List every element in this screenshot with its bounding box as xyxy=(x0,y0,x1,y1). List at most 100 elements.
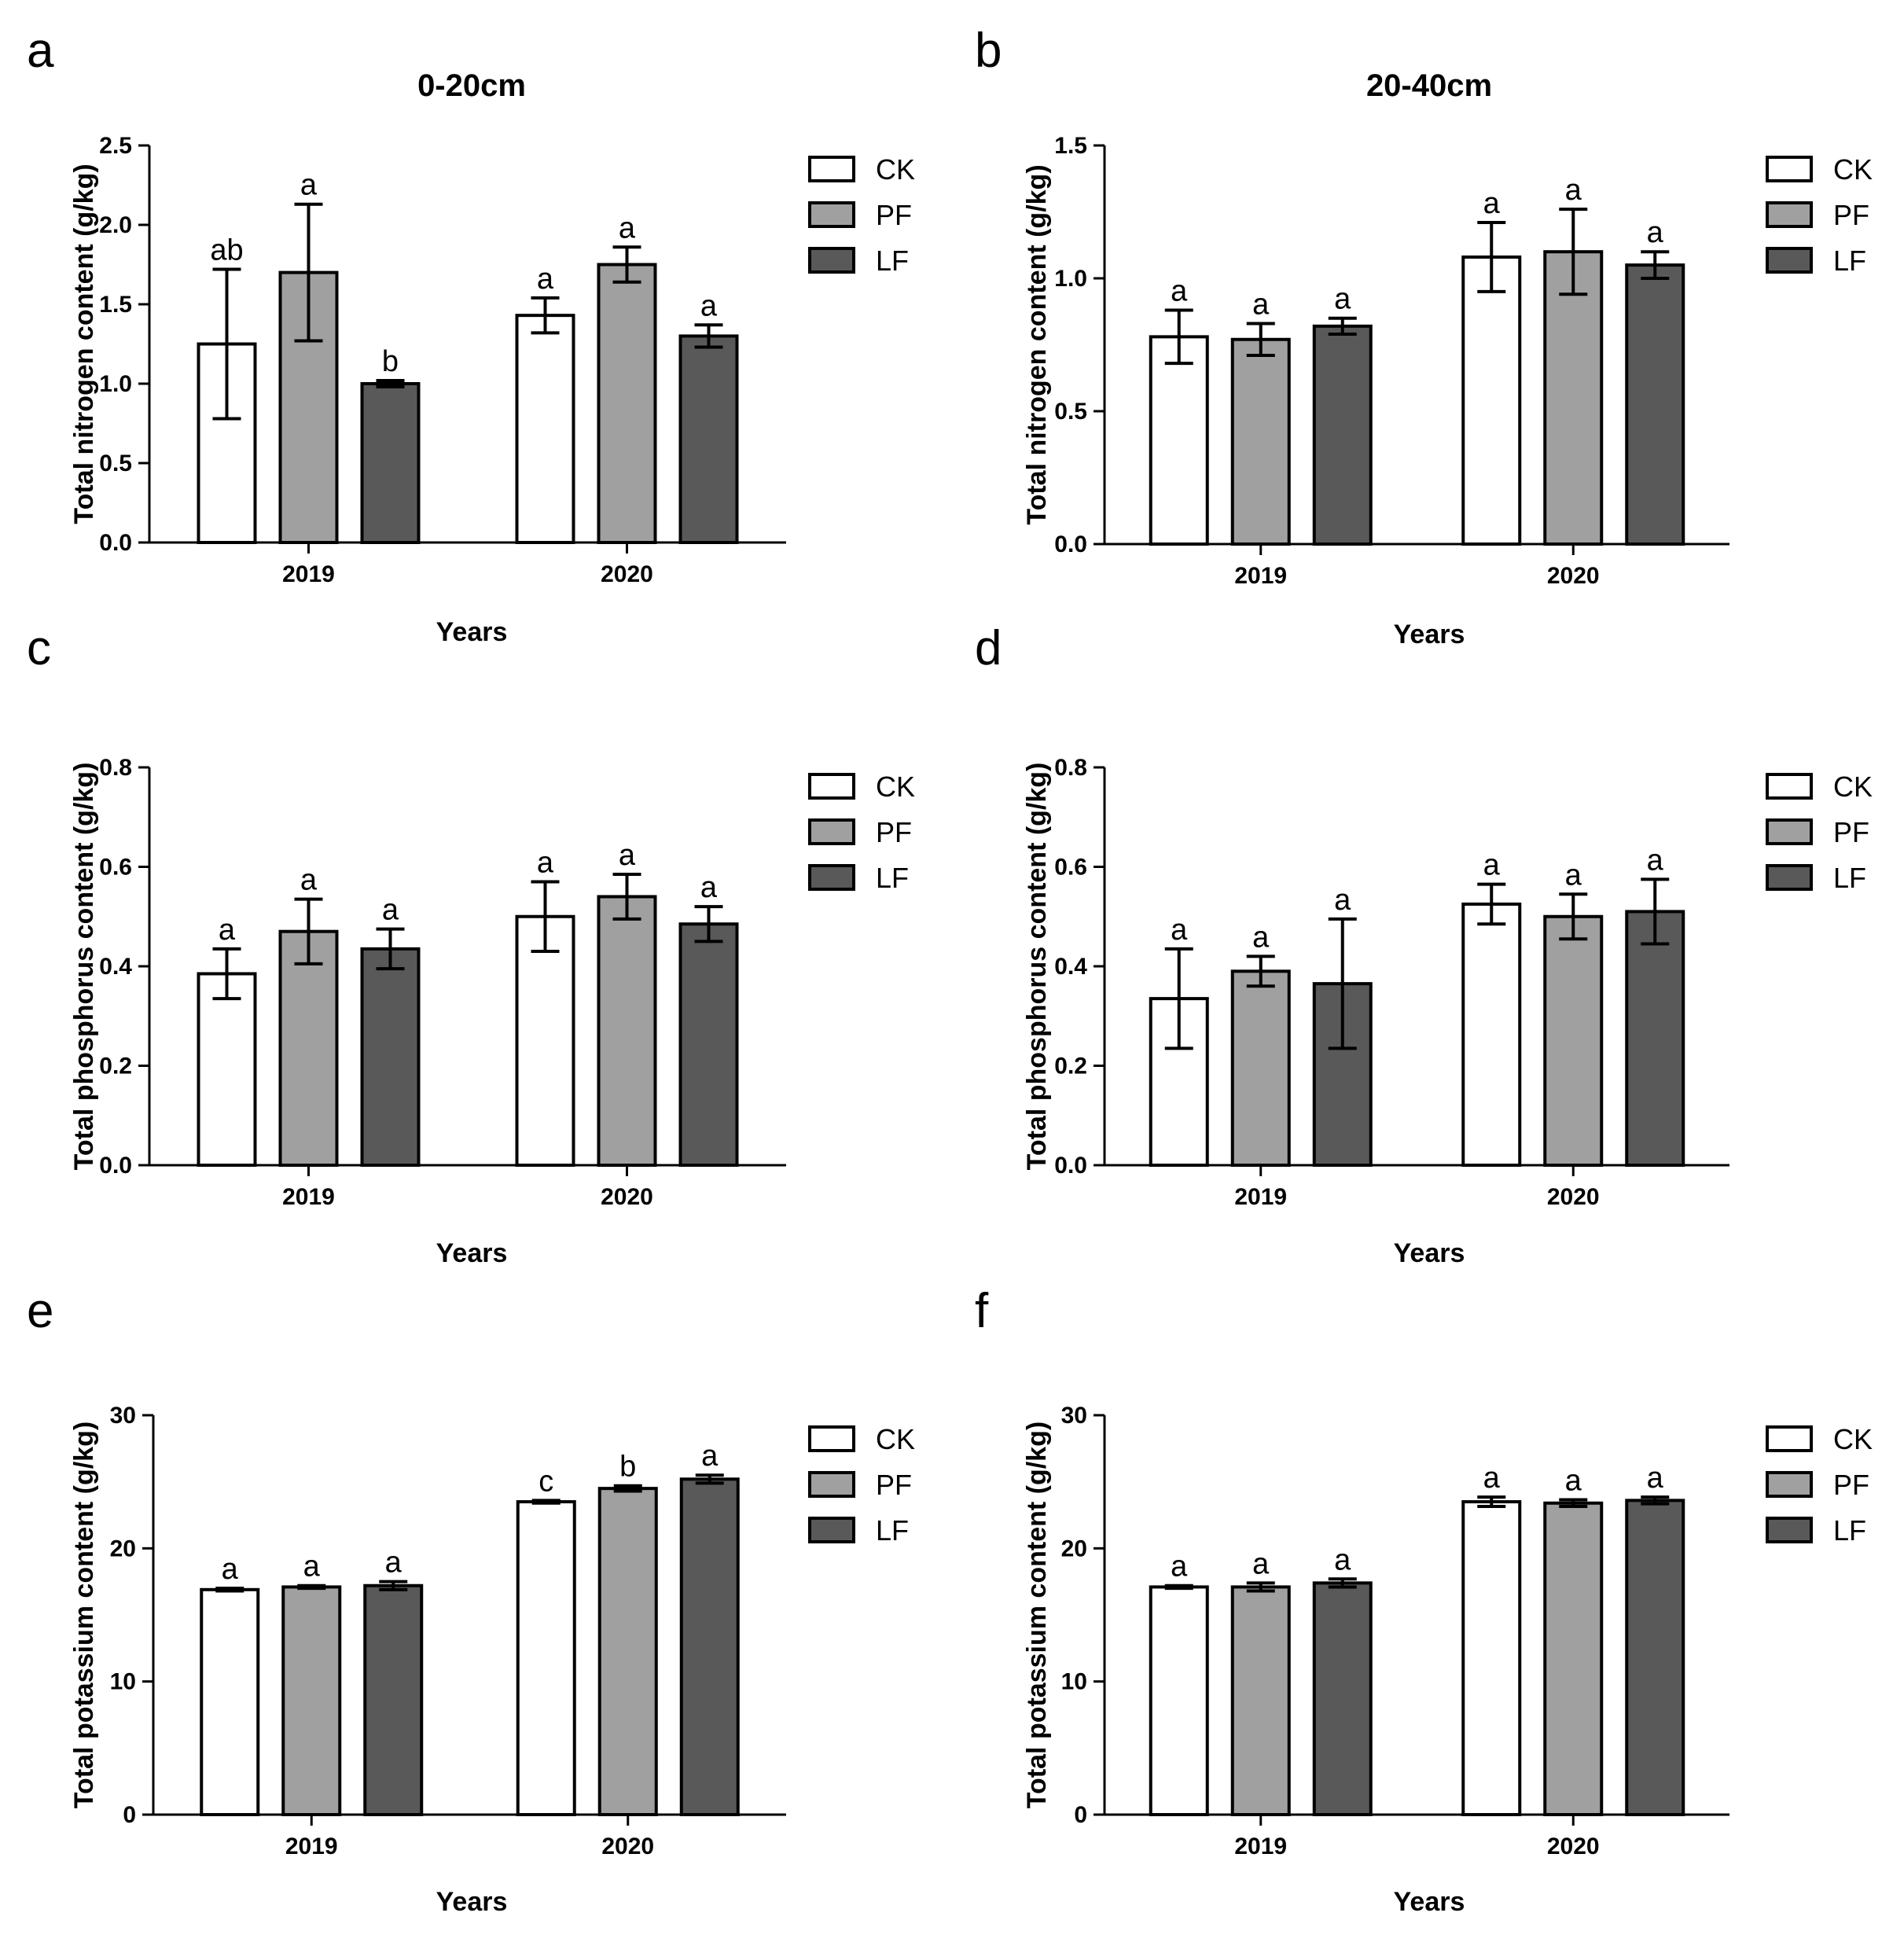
significance-letter: a xyxy=(1647,844,1664,877)
bar-pf-2019 xyxy=(1230,1585,1291,1816)
significance-letter: a xyxy=(619,211,636,245)
legend-swatch-ck xyxy=(808,1425,855,1452)
significance-letter: b xyxy=(382,345,399,378)
y-axis-title: Total potassium content (g/kg) xyxy=(69,1422,99,1808)
x-tick-label: 2019 xyxy=(282,1184,335,1210)
bar-lf-2019 xyxy=(363,1583,424,1817)
panel-letter: a xyxy=(27,24,54,78)
legend-label-lf: LF xyxy=(876,1514,909,1547)
panel-letter: d xyxy=(975,621,1002,675)
y-axis-title: Total phosphorus content (g/kg) xyxy=(1022,763,1052,1171)
legend-swatch-lf xyxy=(808,247,855,274)
significance-letter: a xyxy=(1483,849,1501,882)
legend-swatch-lf xyxy=(808,1517,855,1543)
bar-ck-2020 xyxy=(1461,1500,1522,1816)
y-tick-label: 1.0 xyxy=(99,371,132,397)
significance-letter: a xyxy=(1647,1462,1664,1495)
significance-letter: a xyxy=(1252,288,1270,321)
bar-lf-2019 xyxy=(1312,1581,1373,1816)
bar-ck-2020 xyxy=(1461,255,1522,546)
legend-swatch-pf xyxy=(1766,1471,1813,1498)
significance-letter: a xyxy=(1483,1462,1501,1495)
x-tick-label: 2019 xyxy=(1234,1833,1287,1859)
significance-letter: a xyxy=(537,846,554,879)
legend-label-pf: PF xyxy=(876,1469,912,1501)
legend-swatch-lf xyxy=(1766,247,1813,274)
x-axis-title: Years xyxy=(436,1238,508,1268)
significance-letter: a xyxy=(385,1547,402,1580)
x-axis-title: Years xyxy=(436,617,508,647)
bar-pf-2020 xyxy=(1543,250,1604,546)
y-tick-label: 10 xyxy=(1061,1669,1087,1695)
panel-letter: e xyxy=(27,1284,53,1338)
bar-pf-2020 xyxy=(1543,1501,1604,1816)
legend-swatch-lf xyxy=(1766,864,1813,891)
y-tick-label: 1.5 xyxy=(99,292,132,318)
significance-letter: c xyxy=(538,1465,553,1498)
y-tick-label: 20 xyxy=(1061,1536,1087,1561)
legend-label-lf: LF xyxy=(876,862,909,894)
legend-label-pf: PF xyxy=(1833,199,1869,231)
bar-ck-2020 xyxy=(1461,902,1522,1167)
y-tick-label: 0 xyxy=(1074,1802,1087,1828)
y-tick-label: 0.0 xyxy=(99,530,132,556)
legend-swatch-pf xyxy=(1766,818,1813,845)
x-tick-label: 2020 xyxy=(1547,563,1600,589)
x-tick-label: 2020 xyxy=(1547,1184,1600,1210)
legend-label-pf: PF xyxy=(876,816,912,848)
bar-pf-2020 xyxy=(1543,914,1604,1167)
y-tick-label: 30 xyxy=(110,1403,136,1429)
bar-pf-2020 xyxy=(597,1487,658,1816)
y-tick-label: 2.0 xyxy=(99,212,132,238)
bar-pf-2020 xyxy=(597,895,657,1167)
x-tick-label: 2020 xyxy=(601,1184,653,1210)
legend-label-lf: LF xyxy=(876,245,909,277)
panel-e: e 0 10 20 30 Total potassium content (g/kg) Ye… xyxy=(27,1284,915,1917)
significance-letter: a xyxy=(1171,914,1188,947)
chart-title: 20-40cm xyxy=(1366,68,1492,103)
y-tick-label: 30 xyxy=(1061,1403,1087,1429)
significance-letter: a xyxy=(300,169,318,202)
y-tick-label: 1.0 xyxy=(1054,266,1087,292)
significance-letter: a xyxy=(1171,1550,1188,1583)
bar-ck-2020 xyxy=(516,1500,576,1816)
y-axis-title: Total potassium content (g/kg) xyxy=(1022,1422,1052,1808)
significance-letter: a xyxy=(1252,921,1270,954)
bar-lf-2020 xyxy=(678,922,739,1168)
significance-letter: a xyxy=(1334,884,1351,917)
bar-pf-2019 xyxy=(281,1585,342,1816)
legend-label-lf: LF xyxy=(1833,245,1866,277)
y-axis-title: Total nitrogen content (g/kg) xyxy=(69,164,99,524)
bar-pf-2019 xyxy=(278,929,339,1167)
bar-ck-2020 xyxy=(515,314,575,544)
legend-swatch-pf xyxy=(1766,201,1813,228)
significance-letter: a xyxy=(303,1550,321,1583)
bar-lf-2019 xyxy=(360,947,421,1168)
x-tick-label: 2019 xyxy=(1234,1184,1287,1210)
x-tick-label: 2020 xyxy=(601,561,653,587)
legend-label-ck: CK xyxy=(876,771,915,803)
legend-swatch-ck xyxy=(808,773,855,800)
legend-label-ck: CK xyxy=(876,1423,915,1455)
significance-letter: ab xyxy=(210,234,243,267)
y-tick-label: 0.2 xyxy=(99,1054,132,1080)
x-axis-title: Years xyxy=(436,1887,508,1917)
significance-letter: b xyxy=(619,1451,636,1484)
x-axis-title: Years xyxy=(1394,620,1465,649)
significance-letter: a xyxy=(1483,187,1501,220)
bar-lf-2020 xyxy=(1625,1499,1685,1816)
significance-letter: a xyxy=(300,864,318,897)
significance-letter: a xyxy=(1565,1465,1582,1498)
legend-label-ck: CK xyxy=(1833,153,1873,186)
legend-label-ck: CK xyxy=(1833,1423,1873,1455)
legend-swatch-lf xyxy=(808,864,855,891)
legend-swatch-pf xyxy=(808,201,855,228)
bar-pf-2019 xyxy=(1230,969,1291,1167)
legend-label-pf: PF xyxy=(876,199,912,231)
y-tick-label: 0.5 xyxy=(99,451,132,476)
significance-letter: a xyxy=(537,263,554,296)
panel-letter: c xyxy=(27,621,51,675)
bar-ck-2019 xyxy=(1149,1585,1209,1816)
